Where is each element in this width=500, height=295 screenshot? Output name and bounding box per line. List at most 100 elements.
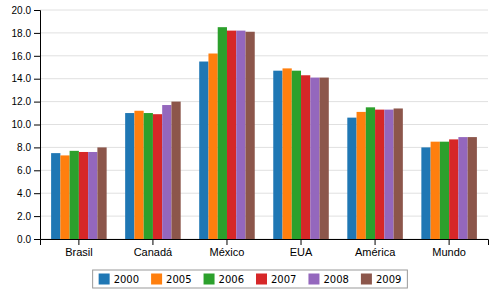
bar — [292, 71, 301, 239]
bar — [320, 78, 329, 239]
bar — [301, 75, 310, 239]
x-tick: Mundo — [432, 239, 466, 258]
y-tick-label: 6.0 — [17, 165, 31, 176]
x-tick: Brasil — [65, 239, 93, 258]
bar — [310, 78, 319, 239]
y-tick: 10.0 — [12, 119, 40, 130]
bar — [468, 137, 477, 239]
x-tick-mark — [152, 239, 153, 245]
legend-item: 2008 — [308, 274, 348, 285]
y-axis-line — [34, 11, 41, 240]
y-tick-label: 12.0 — [12, 96, 32, 107]
x-axis-line — [41, 240, 489, 246]
bar — [357, 112, 366, 239]
series — [70, 27, 450, 239]
grid-line — [40, 193, 488, 194]
bar — [218, 27, 227, 239]
grid-line — [40, 147, 488, 148]
grid-line — [40, 170, 488, 171]
grid-line — [40, 32, 488, 33]
bar — [60, 155, 69, 239]
bar — [162, 105, 171, 239]
x-tick: México — [210, 239, 245, 258]
y-tick: 2.0 — [17, 211, 40, 222]
legend-label: 2000 — [114, 274, 139, 285]
y-tick-mark — [34, 239, 40, 240]
legend-label: 2006 — [219, 274, 244, 285]
bar — [347, 118, 356, 239]
x-tick-label: Mundo — [432, 246, 466, 258]
y-tick-mark — [34, 33, 40, 34]
y-tick: 16.0 — [12, 51, 40, 62]
bar — [431, 142, 440, 239]
y-tick: 14.0 — [12, 73, 40, 84]
series — [97, 32, 477, 239]
y-tick-mark — [34, 79, 40, 80]
y-tick: 0.0 — [17, 234, 40, 245]
x-tick-mark — [449, 239, 450, 245]
legend-swatch — [204, 274, 215, 285]
legend-swatch — [256, 274, 267, 285]
x-tick-label: Canadá — [134, 246, 173, 258]
bar — [458, 137, 467, 239]
bar — [245, 32, 254, 239]
bar — [79, 152, 88, 239]
y-tick-mark — [34, 56, 40, 57]
y-tick-label: 4.0 — [17, 188, 31, 199]
legend-box — [93, 270, 408, 288]
x-tick: América — [355, 239, 396, 258]
grid-line — [40, 101, 488, 102]
legend-item: 2005 — [151, 274, 191, 285]
bar — [199, 62, 208, 239]
x-axis: Brasil Canadá México EUA América Mundo — [41, 239, 489, 258]
bar — [70, 151, 79, 239]
grid-line — [40, 10, 488, 11]
x-tick-label: Brasil — [65, 246, 93, 258]
y-tick-label: 18.0 — [12, 28, 32, 39]
bar — [440, 142, 449, 239]
legend-swatch — [99, 274, 110, 285]
legend-label: 2005 — [166, 274, 191, 285]
y-tick: 12.0 — [12, 96, 40, 107]
x-tick-mark — [375, 239, 376, 245]
legend-swatch — [151, 274, 162, 285]
bar — [236, 31, 245, 239]
x-tick-label: EUA — [290, 246, 313, 258]
y-tick: 4.0 — [17, 188, 40, 199]
y-tick-mark — [34, 170, 40, 171]
y-tick-label: 2.0 — [17, 211, 31, 222]
y-tick-label: 0.0 — [17, 234, 31, 245]
bar — [366, 107, 375, 239]
bar — [384, 110, 393, 239]
legend-item: 2007 — [256, 274, 296, 285]
bar — [88, 152, 97, 239]
y-tick: 8.0 — [17, 142, 40, 153]
bar — [134, 111, 143, 239]
y-tick-mark — [34, 193, 40, 194]
bar — [125, 113, 134, 239]
y-tick-label: 16.0 — [12, 51, 32, 62]
y-tick-mark — [34, 125, 40, 126]
y-tick-label: 10.0 — [12, 119, 32, 130]
y-tick-label: 14.0 — [12, 73, 32, 84]
legend-swatch — [308, 274, 319, 285]
series — [88, 31, 468, 239]
y-tick-mark — [34, 216, 40, 217]
y-tick-label: 8.0 — [17, 142, 31, 153]
bar — [171, 102, 180, 239]
bar — [227, 31, 236, 239]
series — [79, 31, 459, 239]
bar — [273, 71, 282, 239]
bars — [51, 27, 477, 239]
y-axis: 0.02.04.06.08.010.012.014.016.018.020.0 — [12, 5, 41, 245]
x-tick-label: México — [210, 246, 245, 258]
bar — [375, 110, 384, 239]
x-tick: EUA — [290, 239, 313, 258]
bar — [97, 147, 106, 239]
bar — [208, 54, 217, 239]
y-tick-mark — [34, 10, 40, 11]
x-tick: Canadá — [134, 239, 173, 258]
bar — [51, 153, 60, 239]
bar — [449, 139, 458, 239]
bar — [144, 113, 153, 239]
